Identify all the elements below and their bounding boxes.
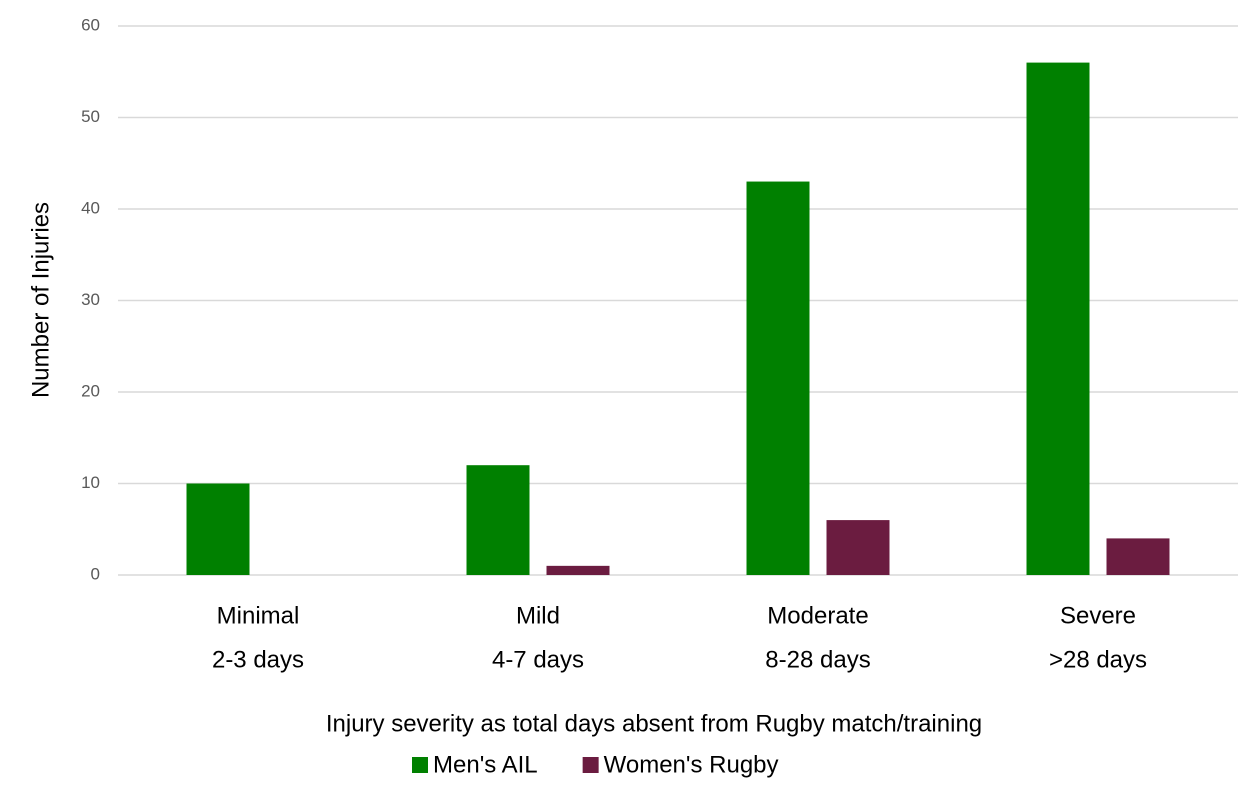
- x-tick-label: 4-7 days: [492, 646, 584, 673]
- y-axis-title: Number of Injuries: [27, 202, 54, 398]
- y-tick-label: 50: [81, 107, 100, 126]
- legend-swatch: [582, 757, 599, 773]
- bar: [466, 465, 530, 575]
- bar: [826, 520, 890, 575]
- x-axis-title: Injury severity as total days absent fro…: [326, 710, 982, 737]
- y-tick-label: 0: [91, 564, 100, 583]
- x-tick-label: 2-3 days: [212, 646, 304, 673]
- bar: [1026, 62, 1090, 576]
- legend-swatch: [412, 757, 428, 773]
- x-tick-label: Moderate: [767, 602, 868, 629]
- x-tick-label: Minimal: [217, 602, 300, 629]
- y-tick-label: 40: [81, 198, 100, 217]
- bar: [1106, 538, 1170, 575]
- legend-label: Men's AIL: [433, 751, 538, 778]
- bar: [746, 181, 810, 576]
- y-tick-label: 30: [81, 290, 100, 309]
- x-tick-label: >28 days: [1049, 646, 1147, 673]
- y-tick-label: 10: [81, 473, 100, 492]
- y-tick-label: 60: [81, 15, 100, 34]
- x-tick-label: Severe: [1060, 602, 1136, 629]
- x-tick-label: 8-28 days: [765, 646, 870, 673]
- y-tick-label: 20: [81, 381, 100, 400]
- bar: [186, 483, 250, 575]
- x-tick-label: Mild: [516, 602, 560, 629]
- bar: [546, 565, 610, 575]
- legend-label: Women's Rugby: [604, 751, 779, 778]
